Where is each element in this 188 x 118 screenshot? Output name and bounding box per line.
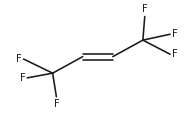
Text: F: F: [142, 4, 148, 14]
Text: F: F: [16, 54, 22, 64]
Text: F: F: [172, 29, 178, 39]
Text: F: F: [54, 99, 59, 109]
Text: F: F: [20, 73, 25, 83]
Text: F: F: [172, 49, 178, 59]
